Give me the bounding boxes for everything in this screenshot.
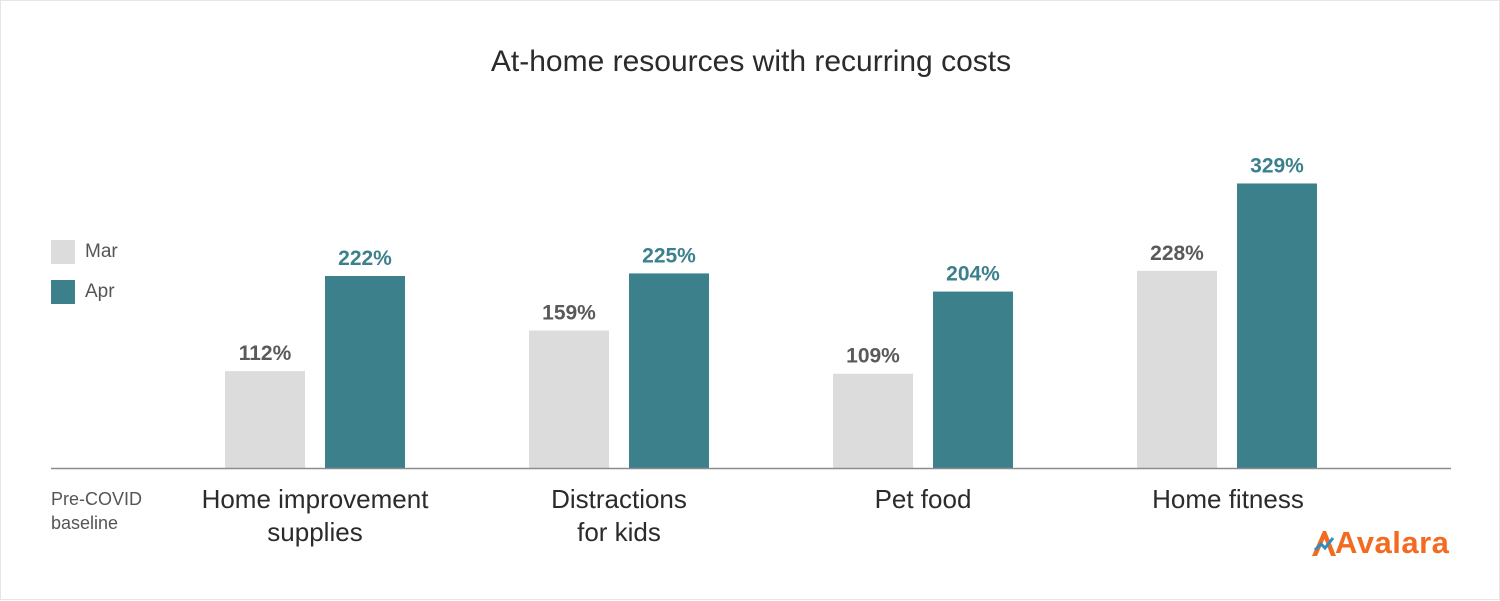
legend-label-apr: Apr	[85, 281, 115, 302]
legend-swatch-mar	[51, 240, 75, 264]
data-label-apr-2: 204%	[946, 263, 1000, 286]
legend-item-apr: Apr	[51, 272, 118, 312]
bar-mar-3	[1137, 270, 1217, 468]
avalara-logo: Avalara	[1311, 525, 1449, 561]
category-label-home-improvement: Home improvement supplies	[201, 484, 429, 547]
avalara-logo-text: Avalara	[1335, 525, 1450, 560]
legend-item-mar: Mar	[51, 232, 118, 272]
bar-apr-0	[325, 276, 405, 468]
legend-swatch-apr	[51, 280, 75, 304]
data-label-mar-0: 112%	[239, 342, 292, 365]
data-label-apr-1: 225%	[642, 244, 696, 267]
data-label-mar-2: 109%	[846, 345, 900, 368]
data-label-apr-3: 329%	[1250, 154, 1304, 177]
data-label-mar-3: 228%	[1150, 242, 1204, 265]
data-label-mar-1: 159%	[542, 301, 596, 324]
baseline-label: Pre-COVID baseline	[51, 489, 143, 533]
bar-apr-2	[933, 291, 1013, 468]
bar-mar-2	[833, 373, 913, 468]
category-label-pet-food: Pet food	[874, 484, 972, 514]
bar-apr-1	[629, 273, 709, 468]
legend-label-mar: Mar	[85, 241, 118, 262]
chart-title: At-home resources with recurring costs	[490, 45, 1012, 78]
bar-mar-0	[225, 371, 305, 468]
category-label-home-fitness: Home fitness	[1152, 484, 1304, 514]
bar-mar-1	[529, 330, 609, 468]
bar-apr-3	[1237, 183, 1317, 468]
avalara-logo-mark-icon	[1312, 531, 1336, 556]
data-label-apr-0: 222%	[338, 247, 392, 270]
category-label-distractions: Distractions for kids	[551, 484, 687, 547]
legend: Mar Apr	[51, 232, 118, 312]
